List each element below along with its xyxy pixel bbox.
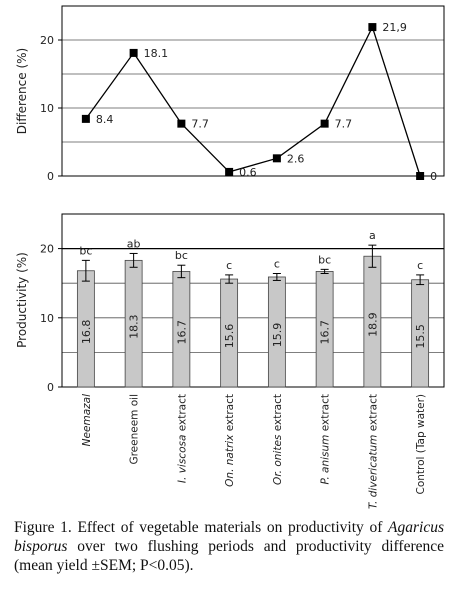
top-y-axis-title: Difference (%) (15, 48, 29, 134)
difference-data-label: 0.6 (239, 166, 257, 179)
category-label: On. natrix extract (224, 394, 236, 487)
difference-data-label: 8.4 (96, 113, 114, 126)
category-label: Or. onites extract (272, 394, 284, 485)
bottom-y-ticks: 0 10 20 (40, 243, 62, 394)
top-gridlines (62, 39, 444, 143)
difference-line-chart: 0 10 20 Difference (%) 8.4 18.1 7.7 0.6 2.6 7.7… (15, 5, 445, 183)
productivity-bar-labels: 16.8 18.3 16.7 15.6 15.9 16.7 18.9 15.5 (80, 312, 427, 348)
caption-text-2: over two flushing periods and productivi… (14, 538, 444, 574)
significance-letter: bc (79, 244, 92, 257)
top-y-tick-label: 0 (47, 170, 54, 183)
difference-data-labels: 8.4 18.1 7.7 0.6 2.6 7.7 21,9 0 (96, 21, 437, 183)
category-label-name: On. natrix (224, 434, 236, 487)
difference-point (225, 167, 234, 176)
difference-point (368, 23, 377, 32)
bottom-gridlines (62, 247, 444, 353)
top-y-tick-label: 10 (40, 102, 54, 115)
category-label-name: P. anisum (320, 435, 332, 485)
significance-letter: c (226, 259, 232, 272)
difference-data-label: 21,9 (382, 21, 407, 34)
caption-text-1: Figure 1. Effect of vegetable materials … (14, 519, 389, 536)
difference-data-label: 7.7 (191, 118, 209, 131)
category-label-name: Greeneem oil (129, 394, 141, 465)
difference-point (272, 154, 281, 163)
significance-letter: ab (127, 237, 141, 250)
productivity-error-bars (81, 244, 425, 286)
productivity-bar-label: 15.6 (223, 324, 236, 349)
difference-series-line (85, 25, 421, 177)
bottom-y-axis-title: Productivity (%) (15, 252, 29, 348)
category-label: P. anisum extract (320, 394, 332, 485)
category-label: T. divericatum extract (367, 394, 379, 509)
difference-data-label: 18.1 (144, 47, 169, 60)
bottom-y-tick-label: 0 (47, 381, 54, 394)
category-label-name: T. divericatum (367, 435, 379, 510)
category-label: Control (Tap water) (415, 394, 427, 495)
top-y-tick-label: 20 (40, 34, 54, 47)
productivity-bar-label: 15.5 (414, 324, 427, 349)
significance-letter: c (417, 259, 423, 272)
productivity-bar-label: 16.7 (175, 320, 188, 345)
category-axis-labels: Neemazal Greeneem oil I. viscosa extractOn… (81, 394, 427, 509)
significance-letters: bc ab bc c c bc a c (79, 229, 423, 272)
bottom-y-tick-label: 20 (40, 243, 54, 256)
category-label-suffix: extract (224, 394, 236, 435)
top-y-ticks: 0 10 20 (40, 34, 62, 183)
difference-data-label: 0 (430, 170, 437, 183)
difference-series-points (81, 23, 425, 180)
significance-letter: a (369, 229, 376, 242)
category-label-suffix: extract (320, 394, 332, 435)
productivity-bar-label: 16.7 (319, 320, 332, 345)
category-label-suffix: extract (367, 394, 379, 435)
difference-point (129, 48, 138, 57)
difference-point (81, 114, 90, 123)
category-label-name: Neemazal (81, 394, 93, 446)
category-label-name: Or. onites (272, 434, 284, 485)
category-label-suffix: extract (272, 394, 284, 435)
productivity-bar-label: 16.8 (80, 320, 93, 345)
significance-letter: bc (318, 253, 331, 266)
figure-caption: Figure 1. Effect of vegetable materials … (14, 518, 444, 575)
productivity-bars (76, 255, 430, 388)
caption-species: Agaricus bisporus (14, 519, 444, 555)
figure: 0 10 20 Difference (%) 8.4 18.1 7.7 0.6 2.6 7.7… (15, 5, 445, 509)
productivity-bar-label: 18.3 (128, 314, 141, 339)
difference-point (320, 119, 329, 128)
difference-data-label: 2.6 (287, 152, 305, 165)
category-label-name: Control (Tap water) (415, 394, 427, 495)
category-label: Greeneem oil (129, 394, 141, 465)
category-label-suffix: extract (176, 394, 188, 435)
productivity-bar-label: 15.9 (271, 323, 284, 348)
productivity-bar-label: 18.9 (366, 312, 379, 337)
difference-data-label: 7.7 (335, 118, 353, 131)
difference-point (416, 172, 425, 180)
top-plot-frame (61, 5, 445, 177)
significance-letter: c (274, 258, 280, 271)
bottom-plot-frame (61, 213, 445, 388)
difference-point (177, 119, 186, 128)
category-label: Neemazal (81, 394, 93, 446)
bottom-y-tick-label: 10 (40, 312, 54, 325)
significance-letter: bc (175, 249, 188, 262)
category-label: I. viscosa extract (176, 394, 188, 483)
category-label-name: I. viscosa (176, 435, 188, 483)
